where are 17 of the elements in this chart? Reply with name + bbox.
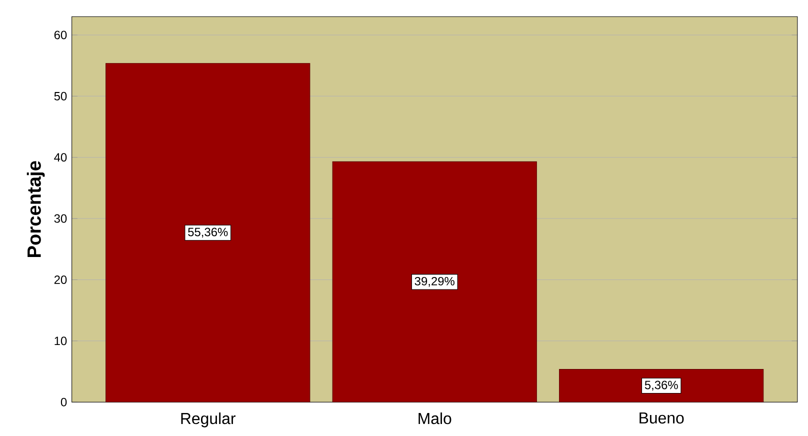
data-label: 55,36% (188, 228, 228, 238)
y-tick-label: 0 (60, 398, 67, 406)
y-tick-label: 10 (54, 336, 67, 346)
y-tick-label: 50 (54, 92, 67, 100)
bar (559, 368, 764, 402)
y-axis-title: Porcentaje (26, 161, 45, 257)
x-tick-label: Bueno (640, 412, 684, 424)
x-tick-label: Malo (418, 412, 452, 424)
y-tick-label: 40 (54, 153, 67, 162)
data-label: 39,29% (414, 276, 454, 287)
y-tick-label: 20 (54, 275, 67, 284)
x-tick-label: Regular (181, 412, 236, 428)
bar (106, 63, 310, 402)
y-tick-label: 30 (54, 214, 67, 223)
y-tick-label: 60 (54, 30, 67, 40)
data-label: 5,36% (644, 380, 678, 391)
bar (332, 161, 537, 402)
